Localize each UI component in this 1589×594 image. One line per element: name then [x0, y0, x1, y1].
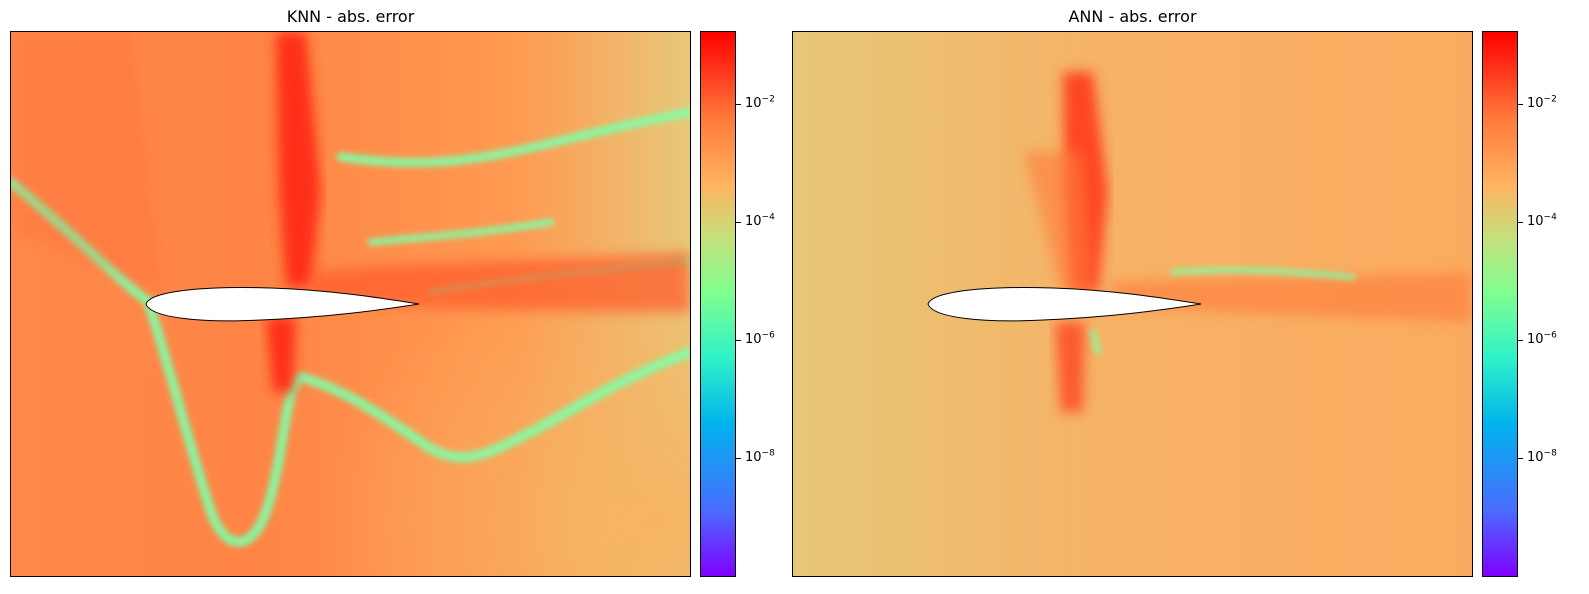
ann-cbar-tick [1518, 222, 1523, 223]
ann-cbar-label-1e-4: 10−4 [1527, 212, 1557, 229]
knn-colorbar [700, 31, 736, 577]
ann-low-error-streaks [1090, 266, 1356, 355]
knn-heatmap [10, 31, 691, 577]
knn-airfoil [145, 287, 420, 322]
ann-cbar-label-1e-2: 10−2 [1527, 94, 1557, 111]
knn-cbar-label-1e-2: 10−2 [745, 94, 775, 111]
knn-cbar-label-1e-8: 10−8 [745, 448, 775, 465]
ann-title: ANN - abs. error [1068, 7, 1197, 26]
ann-cbar-tick [1518, 340, 1523, 341]
knn-cbar-label-1e-4: 10−4 [745, 212, 775, 229]
ann-high-error-shock [1055, 72, 1108, 412]
ann-cbar-label-1e-8: 10−8 [1527, 448, 1557, 465]
knn-cbar-tick [736, 340, 741, 341]
knn-panel: KNN - abs. error [0, 0, 780, 594]
knn-cbar-tick [736, 458, 741, 459]
ann-airfoil [927, 287, 1202, 322]
ann-colorbar [1482, 31, 1518, 577]
knn-high-error-shock [266, 32, 321, 392]
ann-cbar-tick [1518, 458, 1523, 459]
knn-cbar-tick [736, 104, 741, 105]
knn-title: KNN - abs. error [286, 7, 415, 26]
knn-cbar-label-1e-6: 10−6 [745, 330, 775, 347]
ann-panel: ANN - abs. error [782, 0, 1562, 594]
ann-heatmap [792, 31, 1473, 577]
knn-cbar-tick [736, 222, 741, 223]
ann-cbar-tick [1518, 104, 1523, 105]
ann-cbar-label-1e-6: 10−6 [1527, 330, 1557, 347]
